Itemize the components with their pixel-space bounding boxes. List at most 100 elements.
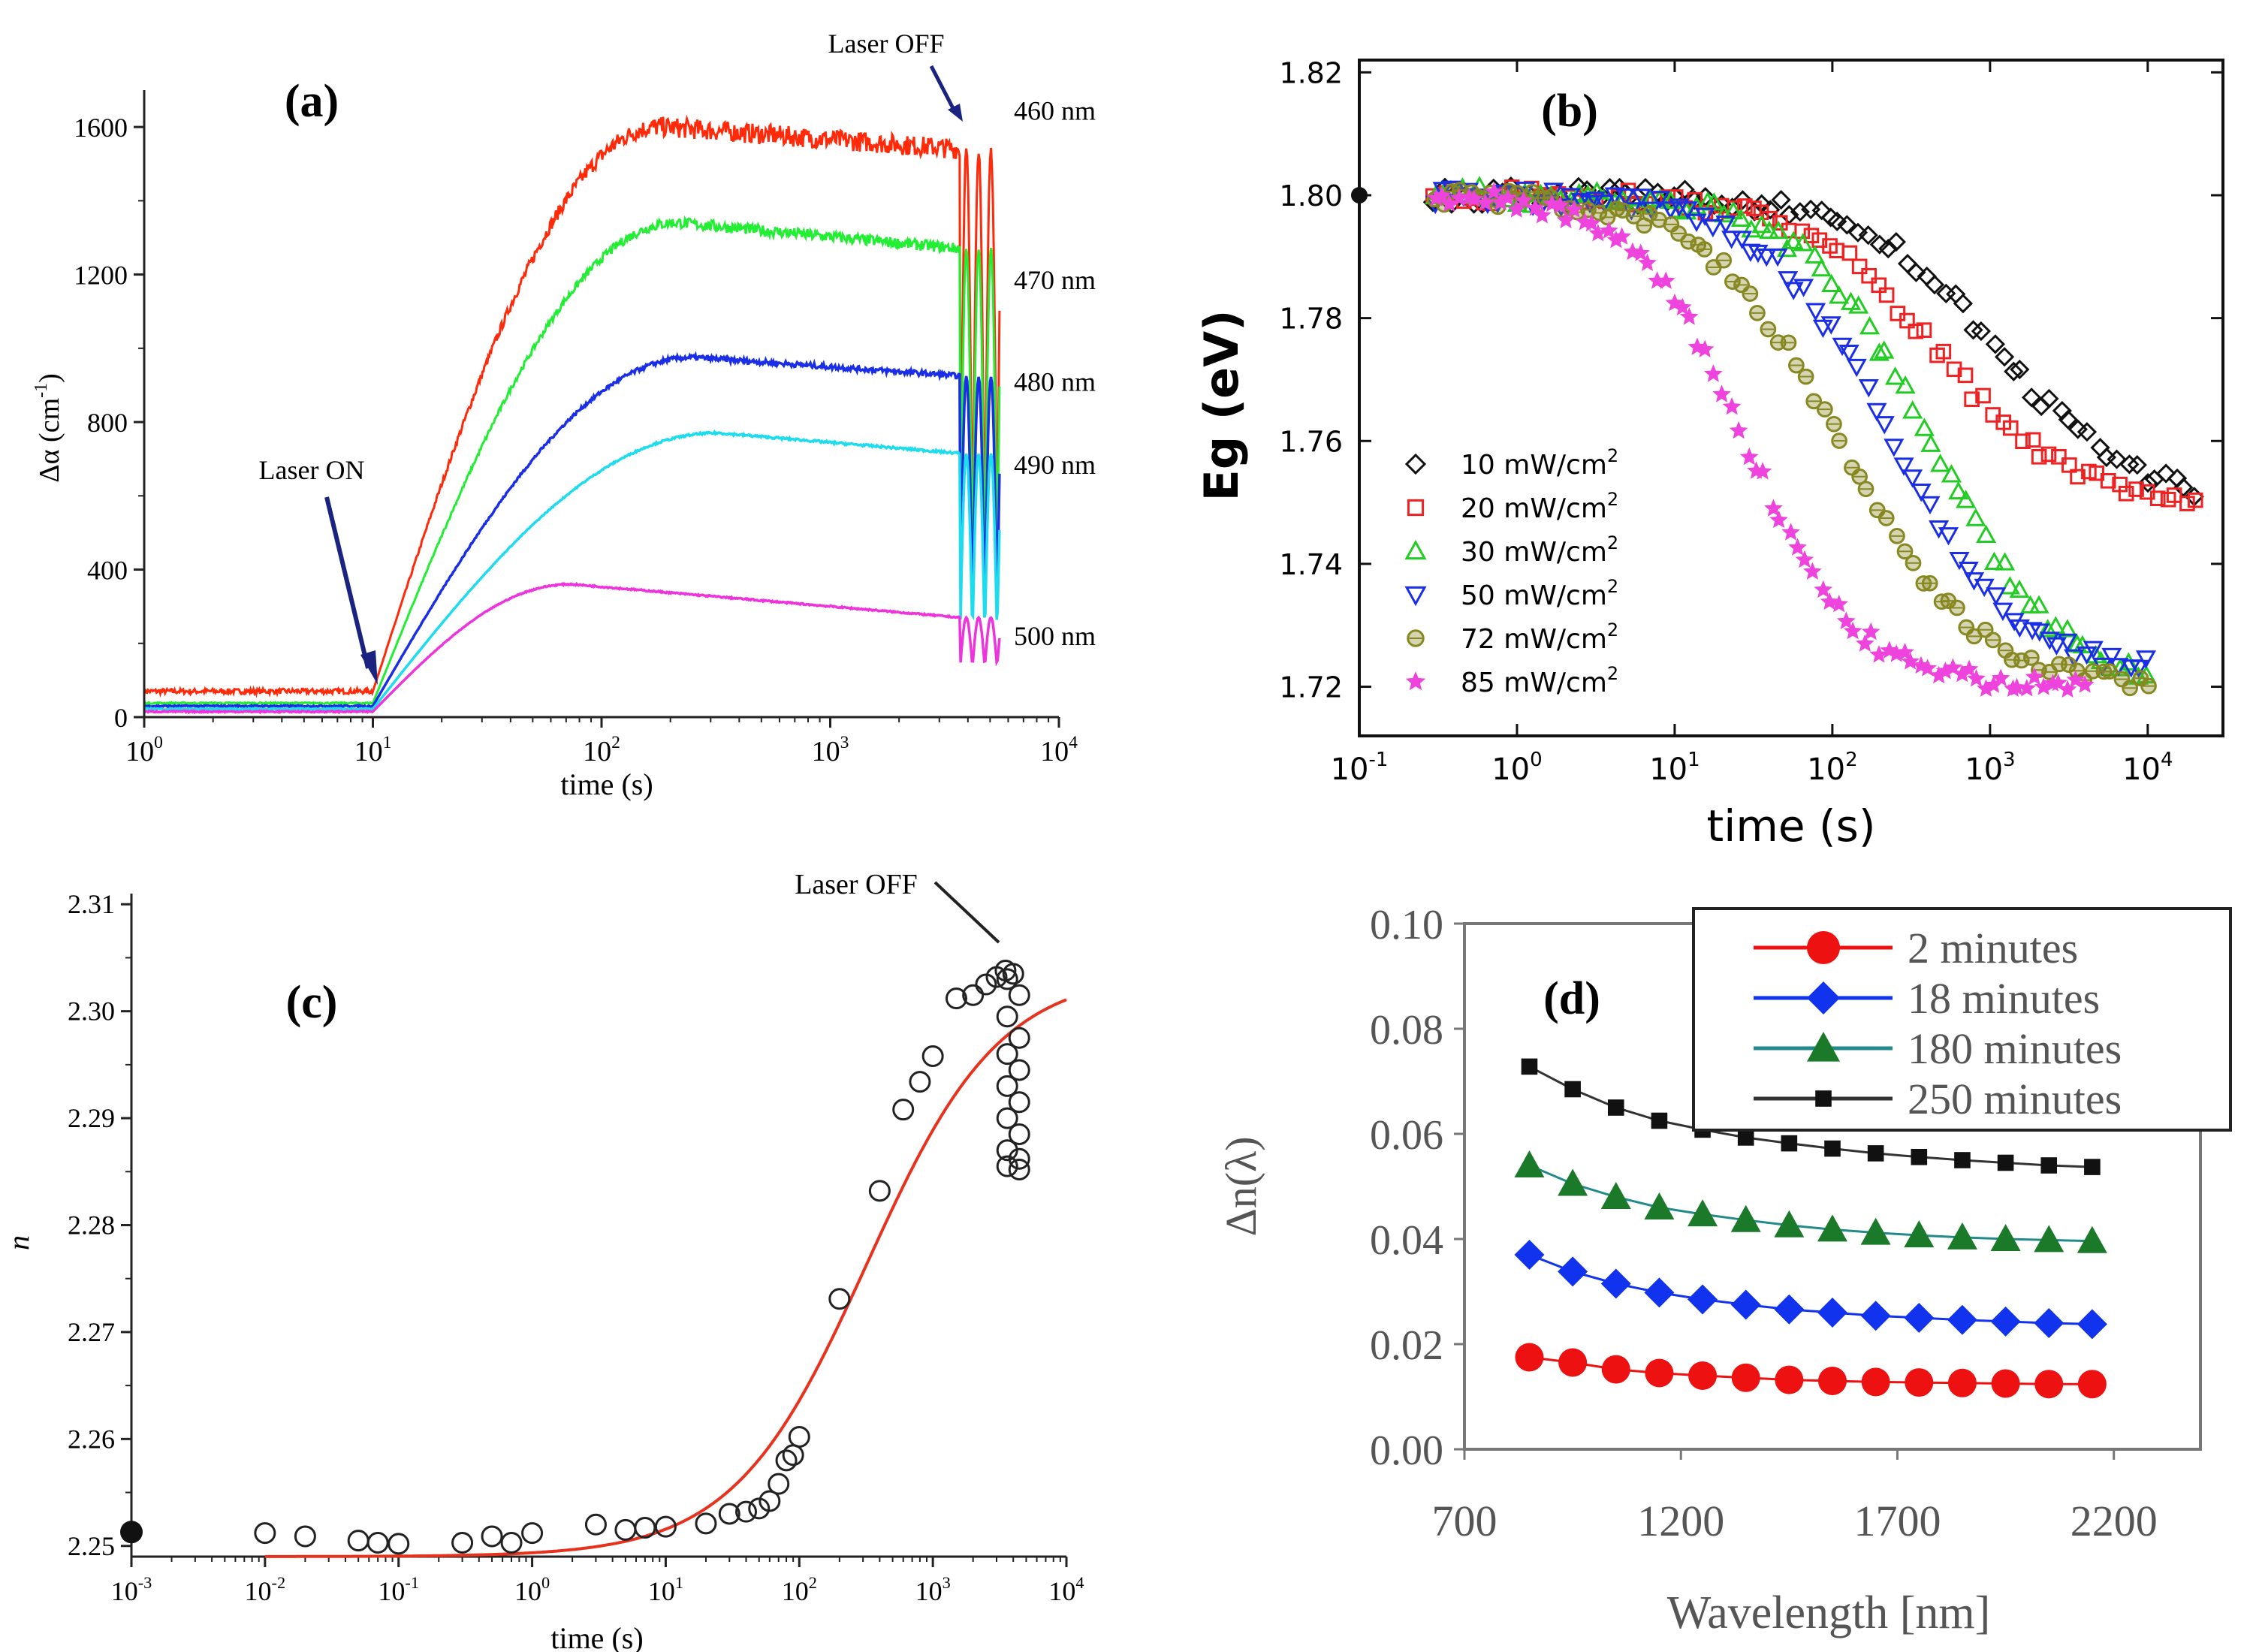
panel-b-point bbox=[1959, 659, 1979, 677]
panel-a-xtick-label: 103 bbox=[812, 733, 849, 767]
panel-b-point bbox=[1995, 552, 2016, 571]
panel-b-point bbox=[1992, 602, 2013, 622]
panel-b-point bbox=[1983, 551, 2004, 570]
panel-b-point bbox=[1874, 340, 1895, 359]
panel-c-decay-point bbox=[996, 1155, 1018, 1177]
panel-b-point bbox=[2156, 463, 2176, 484]
laser-off-annotation-a: Laser OFF bbox=[828, 29, 945, 59]
panel-b-point bbox=[1803, 228, 1820, 244]
panel-c-xtick-label: 102 bbox=[782, 1573, 817, 1606]
panel-c-point bbox=[735, 1500, 758, 1523]
panel-c-point bbox=[500, 1531, 523, 1554]
panel-b-point bbox=[2107, 449, 2127, 469]
panel-b-point bbox=[1631, 243, 1651, 261]
panel-d-point bbox=[1905, 1368, 1934, 1397]
panel-b-xtick-base: 10 bbox=[1965, 752, 2003, 787]
panel-b-point bbox=[1604, 187, 1625, 206]
panel-c-point bbox=[254, 1522, 276, 1545]
panel-b-point bbox=[1901, 652, 1920, 670]
panel-b-point bbox=[1829, 285, 1850, 304]
panel-d-label: (d) bbox=[1543, 973, 1600, 1024]
panel-a-series-labels: 460 nm 470 nm 480 nm 490 nm 500 nm bbox=[1014, 95, 1096, 651]
panel-c-ytick-label: 2.30 bbox=[68, 996, 115, 1026]
panel-d-point bbox=[1775, 1365, 1804, 1394]
panel-b-point bbox=[2187, 492, 2203, 508]
panel-b-point bbox=[1476, 193, 1495, 211]
panel-b-point bbox=[1751, 214, 1772, 234]
panel-d-point bbox=[1564, 1081, 1581, 1098]
panel-b-point bbox=[2058, 680, 2077, 698]
panel-b-point bbox=[1902, 469, 1923, 488]
panel-d-point bbox=[1947, 1368, 1977, 1397]
panel-b-point bbox=[1405, 671, 1426, 691]
panel-b-point bbox=[1811, 200, 1832, 221]
panel-a-ylabel-main: Δα (cm bbox=[34, 398, 65, 483]
panel-b-point bbox=[1582, 213, 1601, 232]
panel-a-series-group bbox=[143, 114, 1001, 715]
panel-d-point bbox=[2077, 1225, 2107, 1253]
panel-b-point bbox=[2028, 595, 2049, 613]
panel-c-initial-point bbox=[120, 1521, 143, 1544]
panel-d-point bbox=[1990, 1224, 2021, 1251]
panel-b-point bbox=[1869, 645, 1889, 663]
panel-b-point bbox=[1793, 233, 1814, 252]
panel-b-point bbox=[1805, 303, 1826, 321]
panel-b-point bbox=[1938, 527, 1959, 546]
laser-on-annotation: Laser ON bbox=[259, 455, 365, 485]
panel-c-point bbox=[921, 1045, 944, 1067]
panel-c-point bbox=[695, 1512, 717, 1535]
panel-d-point bbox=[1904, 1303, 1935, 1333]
panel-d-point bbox=[1911, 1149, 1928, 1165]
panel-b-point bbox=[1851, 258, 1868, 275]
panel-d-legend-marker bbox=[1807, 931, 1840, 964]
panel-b-point bbox=[1866, 402, 1887, 422]
panel-b-point bbox=[2051, 449, 2067, 465]
panel-b-point bbox=[2021, 387, 2042, 408]
panel-d-ytick-label: 0.10 bbox=[1370, 902, 1443, 948]
panel-d-point bbox=[1651, 1112, 1668, 1129]
panel-b-xtick-label: 101 bbox=[1649, 749, 1700, 787]
panel-b-point bbox=[1803, 562, 1822, 580]
panel-a-xtick-label: 104 bbox=[1040, 733, 1078, 767]
panel-b-point bbox=[2135, 650, 2156, 669]
panel-b-point bbox=[1769, 510, 1788, 529]
panel-b-point bbox=[1507, 200, 1526, 218]
panel-d-point bbox=[2077, 1370, 2107, 1399]
panel-d-point bbox=[2077, 1309, 2107, 1340]
panel-b-point bbox=[1878, 287, 1895, 303]
panel-b-legend-label: 85 mW/cm2 bbox=[1461, 663, 1618, 698]
panel-c-decay-point bbox=[1008, 1059, 1030, 1081]
panel-b-legend-value: 50 mW/cm bbox=[1461, 580, 1607, 611]
panel-b-point bbox=[1884, 366, 1906, 385]
panel-c-xtick-exp: 2 bbox=[809, 1573, 817, 1592]
panel-d-xtick-label: 700 bbox=[1432, 1497, 1497, 1545]
panel-d-point bbox=[1514, 1240, 1545, 1270]
panel-b-point bbox=[1920, 496, 1941, 515]
laser-off-arrowhead-a bbox=[948, 104, 963, 122]
panel-d-point bbox=[2084, 1159, 2101, 1175]
panel-b-legend-label: 72 mW/cm2 bbox=[1461, 620, 1618, 655]
panel-c-decay-point bbox=[1008, 984, 1030, 1006]
panel-c-decay-point bbox=[1008, 1123, 1030, 1145]
panel-c-points bbox=[120, 960, 1030, 1555]
panel-b-point bbox=[1967, 669, 1986, 687]
panel-b-point bbox=[2037, 619, 2058, 638]
panel-b-legend-sup: 2 bbox=[1607, 489, 1618, 510]
panel-d-point bbox=[1867, 1145, 1884, 1162]
panel-a-xtick-base: 10 bbox=[583, 736, 611, 767]
panel-c-xtick-base: 10 bbox=[782, 1576, 809, 1606]
panel-b-point bbox=[1788, 538, 1807, 556]
panel-b-point bbox=[2077, 646, 2098, 665]
panel-d-ytick-label: 0.06 bbox=[1370, 1112, 1443, 1159]
panel-c-ytick-label: 2.27 bbox=[68, 1317, 115, 1347]
panel-c-xtick-base: 10 bbox=[915, 1576, 943, 1606]
panel-d-axes: 700 1200 1700 2200 0.00 0.02 0.04 0.06 0.08 0.10 bbox=[1370, 902, 2158, 1545]
panel-b-point bbox=[1886, 231, 1906, 252]
panel-c-decay-point bbox=[996, 1005, 1018, 1028]
panel-b-xtick-exp: -1 bbox=[1368, 749, 1388, 771]
panel-b-point bbox=[2040, 446, 2057, 463]
panel-d-xtick-label: 1700 bbox=[1853, 1497, 1941, 1545]
panel-b-point bbox=[1861, 267, 1877, 284]
panel-b-point bbox=[1649, 191, 1671, 210]
